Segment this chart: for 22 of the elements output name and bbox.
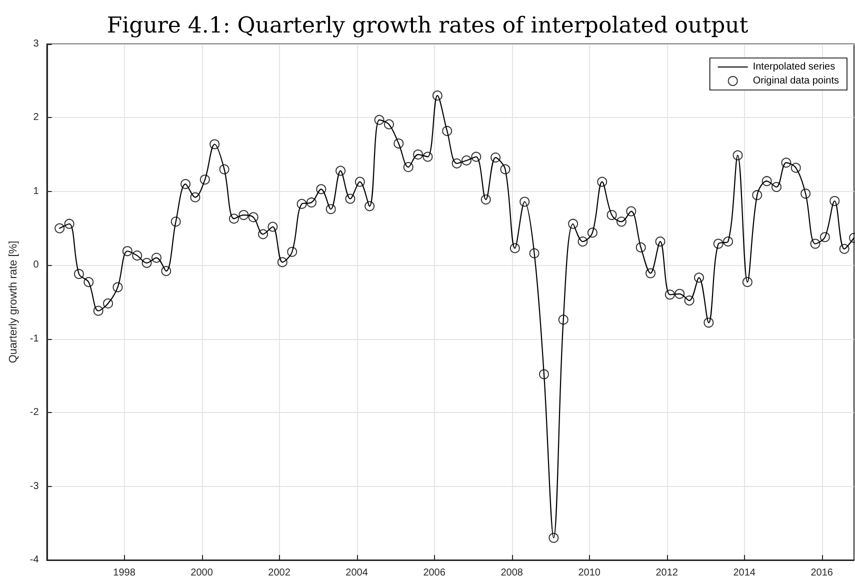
y-axis-title: Quarterly growth rate [%] [8, 240, 20, 364]
y-tick-label: -4 [30, 554, 40, 566]
legend-label: Original data points [752, 76, 840, 86]
y-tick-label: -3 [30, 480, 40, 492]
x-tick-label: 2004 [346, 568, 368, 578]
x-tick-label: 2002 [268, 568, 291, 578]
legend-label: Interpolated series [752, 62, 836, 72]
x-tick-label: 1998 [113, 568, 136, 578]
y-tick-label: 0 [33, 260, 40, 271]
x-tick-label: 2010 [578, 568, 601, 578]
x-tick-label: 2006 [423, 568, 446, 578]
chart-title: Figure 4.1: Quarterly growth rates of interpolated output [106, 14, 748, 38]
y-tick-label: 3 [33, 38, 40, 50]
x-tick-label: 2016 [810, 568, 834, 578]
x-tick-label: 2000 [190, 568, 214, 578]
y-tick-label: 2 [33, 112, 40, 124]
x-tick-label: 2008 [500, 568, 524, 578]
x-tick-label: 2014 [733, 568, 756, 578]
y-tick-label: 1 [33, 186, 40, 197]
x-tick-label: 2012 [656, 568, 678, 578]
y-tick-label: -1 [30, 333, 40, 344]
y-tick-label: -2 [30, 407, 40, 418]
